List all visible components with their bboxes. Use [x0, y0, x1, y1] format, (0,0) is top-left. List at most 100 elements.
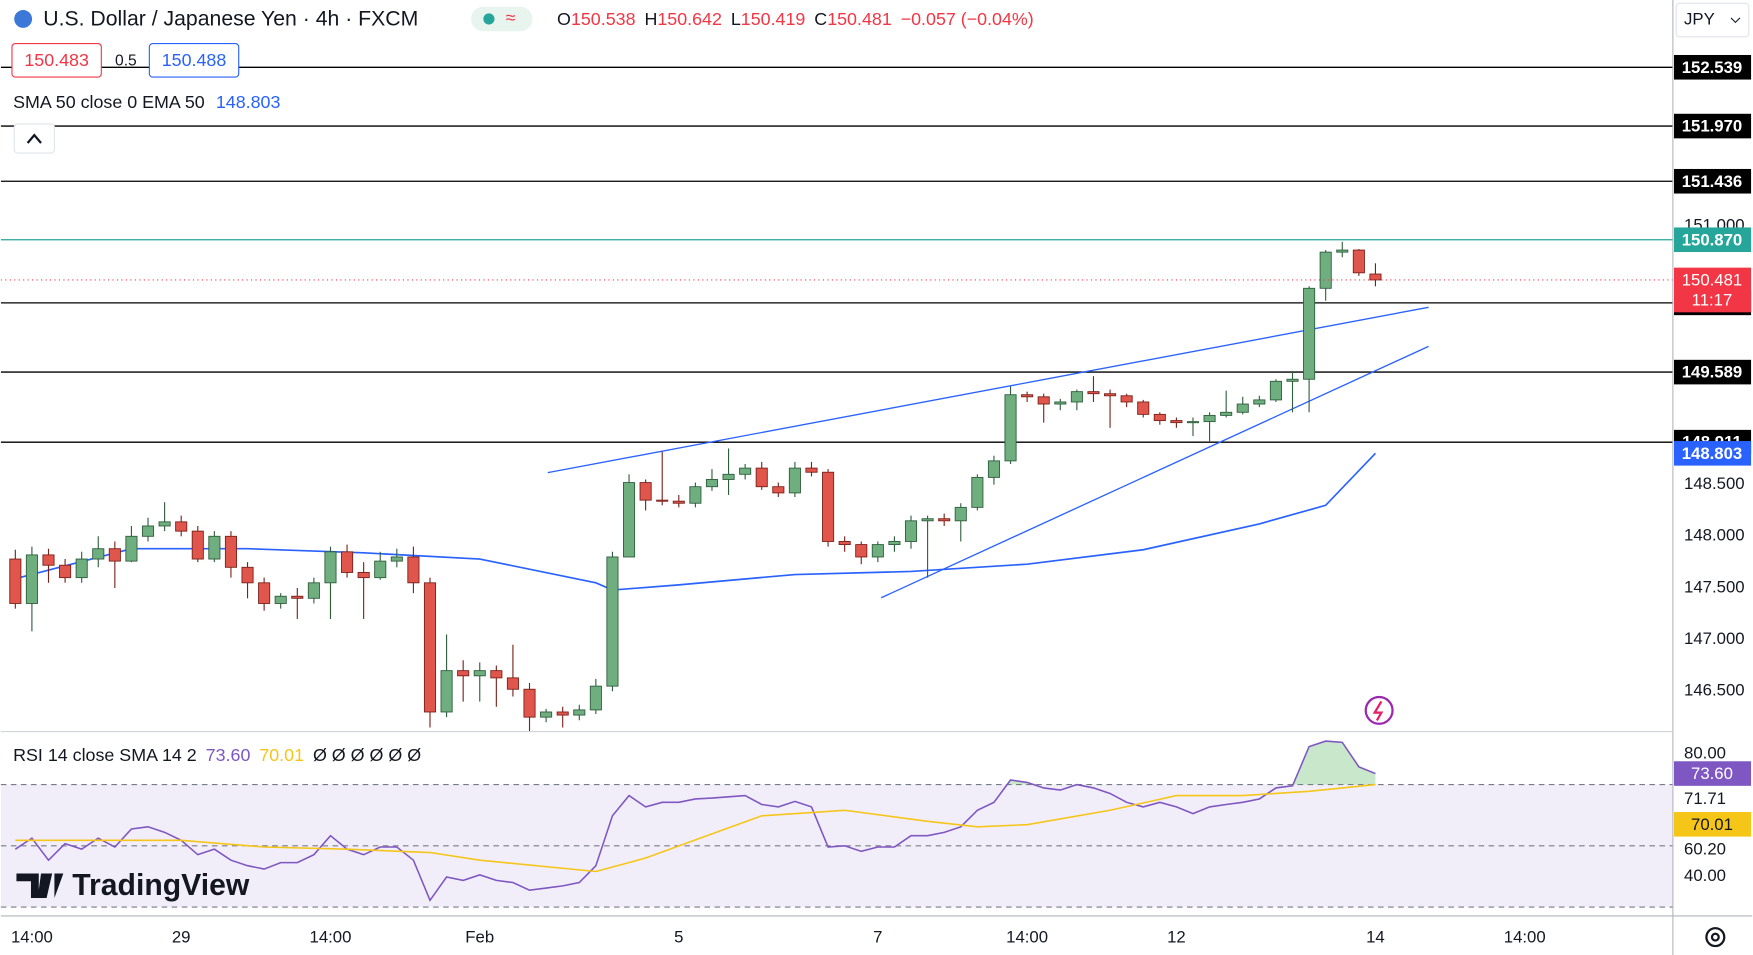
ema-legend: SMA 50 close 0 EMA 50 148.803 [13, 91, 280, 111]
candle-body [656, 499, 669, 502]
candle-body [1153, 413, 1166, 422]
ohlc-value: 150.538 [571, 9, 636, 29]
ohlc-value: 150.481 [827, 9, 892, 29]
level-label: 149.589 [1682, 363, 1743, 382]
x-tick-label: 12 [1167, 928, 1186, 947]
candle-body [291, 595, 304, 599]
candle-body [1336, 249, 1349, 253]
candle-body [938, 518, 951, 522]
candle-body [341, 551, 354, 573]
y-tick-label: 147.500 [1684, 577, 1745, 596]
candle-body [1087, 391, 1100, 395]
candle-body [1186, 421, 1200, 424]
candle-body [904, 520, 918, 542]
currency-select[interactable] [1675, 2, 1750, 38]
candle-body [639, 482, 652, 501]
candle-body [1070, 391, 1083, 403]
candle-body [772, 486, 785, 494]
ohlc-key: L [731, 9, 741, 29]
candle-body [573, 709, 586, 716]
candle-body [457, 670, 470, 677]
buy-button[interactable] [148, 43, 240, 78]
candle-body [1236, 403, 1249, 413]
candle-body [1303, 287, 1316, 380]
candle-body [307, 582, 320, 599]
candle-body [208, 535, 221, 560]
y-tick-label: 148.500 [1684, 474, 1745, 493]
candle-body [1319, 251, 1332, 289]
rsi-legend-value: 73.60 [206, 745, 251, 765]
current-price-box [1674, 267, 1752, 313]
rsi-axis-label: 71.71 [1684, 789, 1726, 808]
level-label: 150.870 [1682, 230, 1743, 249]
status-dot [483, 13, 495, 25]
candle-body [987, 460, 1000, 478]
sell-button[interactable] [11, 43, 102, 78]
currency-chevron [1730, 17, 1741, 24]
candle-body [755, 467, 768, 488]
candle-body [1170, 420, 1183, 424]
level-label-box [1674, 168, 1752, 194]
candle-body [490, 670, 503, 679]
candle-body [838, 541, 851, 546]
collapse-button[interactable] [13, 123, 55, 154]
x-tick-label: 14 [1366, 928, 1385, 947]
candle-body [75, 558, 88, 579]
rsi-legend-title: RSI 14 close SMA 14 2 [13, 745, 197, 765]
candle-body [672, 500, 685, 504]
price-pane [0, 66, 1673, 732]
candle-body [506, 677, 519, 690]
x-tick-label: 5 [674, 928, 683, 947]
rsi-axis-label: 60.20 [1684, 839, 1726, 858]
collapse-icon [26, 133, 42, 144]
ema-legend-value: 148.803 [216, 91, 281, 111]
rsi-legend: RSI 14 close SMA 14 2 73.60 70.01 Ø Ø Ø Ø Ø… [13, 745, 421, 765]
candle-body [274, 595, 287, 604]
candle-body [556, 711, 569, 716]
settings-icon[interactable] [1705, 927, 1726, 948]
candle-body [954, 506, 967, 522]
candle-body [42, 554, 55, 566]
buy-price[interactable]: 150.488 [162, 50, 227, 70]
candle-body [540, 711, 553, 718]
candle-body [589, 685, 602, 711]
overlay: U.S. Dollar / Japanese Yen · 4h · FXCM ≈… [11, 2, 1750, 948]
x-tick-label: 29 [172, 928, 191, 947]
candle-body [9, 558, 22, 604]
candle-body [191, 530, 204, 560]
x-tick-label: 14:00 [310, 928, 352, 947]
rsi-tick-label: 80.00 [1684, 743, 1726, 762]
ema-label-box [1674, 441, 1752, 466]
candle-body [689, 486, 702, 504]
candle-body [606, 556, 619, 687]
candle-body [125, 535, 138, 562]
rsi-value-box [1674, 812, 1752, 837]
candle-body [822, 471, 835, 542]
sell-price[interactable]: 150.483 [24, 50, 89, 70]
overbought-fill [1007, 741, 1376, 785]
ema-legend-name: SMA 50 close 0 EMA 50 [13, 91, 205, 111]
candle-body [788, 467, 801, 494]
trendline [547, 306, 1429, 474]
candle-body [25, 554, 38, 604]
candle-body [1253, 399, 1266, 405]
level-label: 151.436 [1682, 172, 1743, 191]
candle-body [258, 582, 271, 604]
y-tick-label: 148.000 [1684, 526, 1745, 545]
current-price-label: 150.481 [1682, 270, 1743, 289]
candle-body [722, 473, 735, 480]
ohlc-key: H [644, 9, 657, 29]
currency[interactable]: JPY [1684, 10, 1715, 29]
ohlc-legend: O150.538 H150.642 L150.419 C150.481 −0.057 (… [557, 9, 1034, 29]
candle-body [92, 548, 105, 560]
x-tick-label: 14:00 [11, 928, 53, 947]
candle-body [805, 467, 818, 473]
alert-icon[interactable] [1364, 695, 1394, 725]
countdown-label: 11:17 [1692, 291, 1733, 310]
level-label: 151.970 [1682, 117, 1743, 136]
ohlc-value: 150.642 [657, 9, 722, 29]
logo-text: TradingView [72, 869, 250, 902]
